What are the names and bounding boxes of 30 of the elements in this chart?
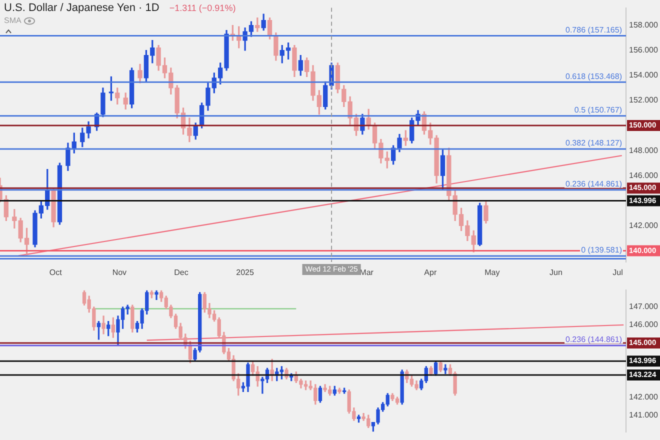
y-tick-label: 147.000 bbox=[629, 302, 658, 312]
x-tick-label: 2025 bbox=[236, 268, 254, 278]
annotation: SMA bbox=[4, 16, 22, 25]
ref-line-label: 0.5 (150.767) bbox=[574, 106, 622, 115]
y-tick-label: 158.000 bbox=[629, 20, 658, 30]
x-tick-label: May bbox=[484, 268, 500, 278]
ref-line-label: 0.618 (153.468) bbox=[566, 72, 622, 81]
x-tick-label: Apr bbox=[424, 268, 437, 278]
ref-line-label: 0.236 (144.861) bbox=[566, 180, 622, 189]
y-tick-label: 146.000 bbox=[629, 320, 658, 330]
y-tick-label: 142.000 bbox=[629, 392, 658, 402]
y-tick-label: 154.000 bbox=[629, 70, 658, 80]
y-tick-label: 141.000 bbox=[629, 410, 658, 420]
x-tick-label: Oct bbox=[49, 268, 63, 278]
chart-title: U.S. Dollar / Japanese Yen · 1D bbox=[4, 2, 160, 14]
chart-subtitle: −1.311 (−0.91%) bbox=[169, 3, 236, 13]
ref-line-label: 0.786 (157.165) bbox=[566, 25, 622, 34]
x-tick-label: Nov bbox=[112, 268, 127, 278]
y-tick-label: 156.000 bbox=[629, 46, 658, 55]
x-tick-label: Mar bbox=[360, 268, 374, 278]
ref-line-label: 0.382 (148.127) bbox=[566, 138, 622, 148]
ref-line-label: 0 (139.581) bbox=[581, 246, 622, 255]
x-tick-label: Dec bbox=[174, 268, 188, 278]
x-tick-label: Jun bbox=[550, 268, 562, 278]
y-tick-label: 146.000 bbox=[629, 170, 658, 180]
y-tick-label: 148.000 bbox=[629, 146, 658, 155]
y-tick-label: 152.000 bbox=[629, 96, 658, 105]
ref-line-label: 0.236 (144.861) bbox=[566, 335, 622, 344]
y-tick-label: 142.000 bbox=[629, 220, 658, 230]
x-tick-label: Jul bbox=[612, 268, 624, 278]
